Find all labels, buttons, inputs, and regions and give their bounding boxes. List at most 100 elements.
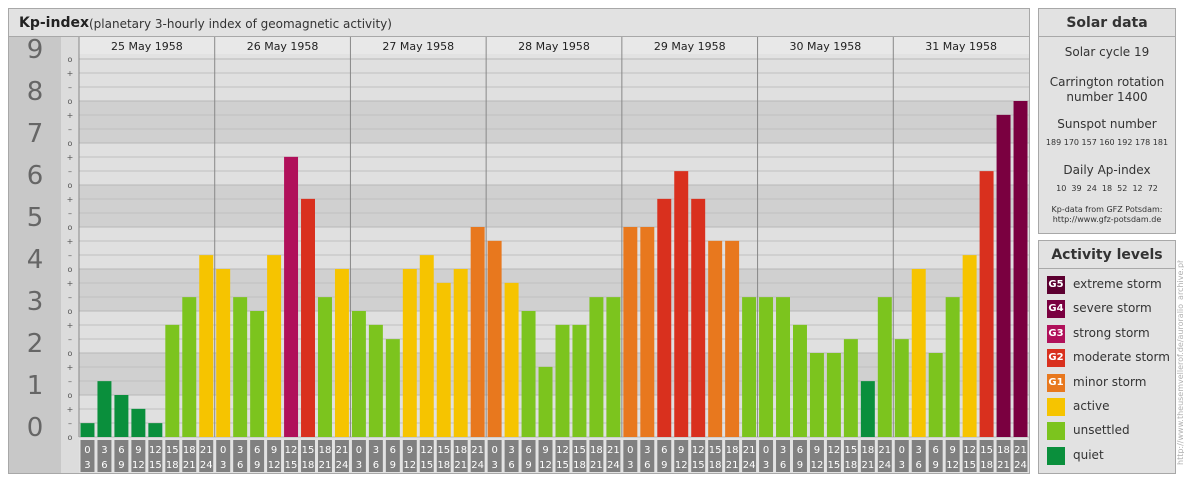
- hour-box: [131, 440, 146, 472]
- kp-bar: [216, 269, 231, 437]
- legend-swatch: G5: [1047, 276, 1065, 294]
- hour-end-label: 6: [644, 460, 650, 471]
- hour-end-label: 24: [200, 460, 213, 471]
- ap-values: 10 39 24 18 52 12 72: [1056, 184, 1158, 193]
- y-tick-label: 2: [27, 329, 44, 359]
- hour-box: [928, 440, 943, 472]
- kp-bar: [402, 269, 417, 437]
- kp-bar: [962, 255, 977, 437]
- hour-end-label: 18: [980, 460, 993, 471]
- kp-bar: [691, 198, 706, 437]
- hour-start-label: 15: [845, 445, 858, 456]
- hour-box: [402, 440, 417, 472]
- credit-link[interactable]: http://www.gfz-potsdam.de: [1052, 215, 1162, 224]
- y-minor-mark: o: [68, 349, 73, 358]
- kp-bar-chart: 0123456789o–+o–+o–+o–+o–+o–+o–+o–+o–+o25…: [9, 35, 1029, 473]
- hour-end-label: 21: [861, 460, 874, 471]
- hour-box: [572, 440, 587, 472]
- y-tick-label: 0: [27, 413, 44, 443]
- hour-start-label: 21: [878, 445, 891, 456]
- hour-box: [725, 440, 740, 472]
- kp-bar: [708, 240, 723, 437]
- hour-end-label: 24: [336, 460, 349, 471]
- hour-box: [487, 440, 502, 472]
- legend-swatch: [1047, 398, 1065, 416]
- y-minor-mark: +: [67, 363, 74, 372]
- hour-end-label: 18: [302, 460, 315, 471]
- hour-box: [589, 440, 604, 472]
- y-tick-label: 6: [27, 161, 44, 191]
- hour-start-label: 15: [980, 445, 993, 456]
- carrington-line1: Carrington rotation: [1049, 75, 1165, 89]
- legend-swatch: [1047, 446, 1065, 465]
- hour-start-label: 21: [743, 445, 756, 456]
- kp-bar: [606, 297, 621, 437]
- hour-end-label: 21: [997, 460, 1010, 471]
- y-minor-mark: –: [68, 209, 72, 218]
- hour-start-label: 6: [118, 445, 124, 456]
- kp-bar: [165, 324, 180, 437]
- y-minor-mark: –: [68, 335, 72, 344]
- hour-start-label: 3: [780, 445, 786, 456]
- hour-end-label: 3: [763, 460, 769, 471]
- hour-start-label: 0: [763, 445, 769, 456]
- date-header-band: [79, 37, 1029, 54]
- kp-bar: [334, 269, 349, 437]
- hour-end-label: 15: [285, 460, 298, 471]
- hour-box: [555, 440, 570, 472]
- hour-end-label: 12: [675, 460, 688, 471]
- hour-end-label: 15: [828, 460, 841, 471]
- hour-end-label: 6: [508, 460, 514, 471]
- kp-bar: [809, 353, 824, 437]
- chart-title-bar: Kp-index (planetary 3-hourly index of ge…: [9, 9, 1029, 37]
- hour-end-label: 18: [166, 460, 179, 471]
- kp-bar: [996, 114, 1011, 438]
- kp-bar: [301, 198, 315, 437]
- hour-box: [318, 440, 332, 472]
- y-minor-mark: o: [68, 391, 73, 400]
- hour-start-label: 12: [556, 445, 569, 456]
- y-minor-mark: –: [68, 293, 72, 302]
- kp-bar: [385, 339, 400, 437]
- hour-start-label: 0: [491, 445, 497, 456]
- hour-end-label: 15: [692, 460, 705, 471]
- hour-end-label: 24: [1014, 460, 1027, 471]
- hour-start-label: 21: [471, 445, 484, 456]
- hour-box: [436, 440, 451, 472]
- hour-start-label: 3: [237, 445, 243, 456]
- kp-bar: [97, 381, 112, 437]
- y-minor-mark: –: [68, 377, 72, 386]
- y-minor-mark: +: [67, 237, 74, 246]
- hour-box: [843, 440, 858, 472]
- hour-end-label: 24: [878, 460, 891, 471]
- kp-bar: [928, 353, 943, 437]
- hour-start-label: 12: [285, 445, 298, 456]
- hour-start-label: 15: [437, 445, 450, 456]
- kp-bar: [894, 339, 909, 437]
- hour-start-label: 9: [407, 445, 413, 456]
- kp-bar: [318, 297, 332, 437]
- hour-start-label: 12: [692, 445, 705, 456]
- kp-bar: [640, 227, 655, 437]
- kp-bar: [267, 255, 282, 437]
- hour-box: [623, 440, 638, 472]
- hour-start-label: 0: [220, 445, 226, 456]
- hour-end-label: 24: [607, 460, 620, 471]
- y-tick-label: 5: [27, 203, 44, 233]
- hour-box: [233, 440, 248, 472]
- hour-box: [419, 440, 434, 472]
- hour-start-label: 3: [373, 445, 379, 456]
- legend-swatch: G2: [1047, 349, 1065, 368]
- hour-end-label: 18: [845, 460, 858, 471]
- hour-box: [759, 440, 774, 472]
- legend-label: strong storm: [1073, 325, 1150, 340]
- hour-box: [996, 440, 1011, 472]
- hour-box: [97, 440, 112, 472]
- carrington-line2: number 1400: [1066, 90, 1148, 104]
- hour-start-label: 9: [949, 445, 955, 456]
- kp-bar: [776, 297, 790, 437]
- hour-end-label: 24: [743, 460, 756, 471]
- hour-start-label: 18: [861, 445, 874, 456]
- y-minor-mark: o: [68, 55, 73, 64]
- hour-end-label: 9: [254, 460, 260, 471]
